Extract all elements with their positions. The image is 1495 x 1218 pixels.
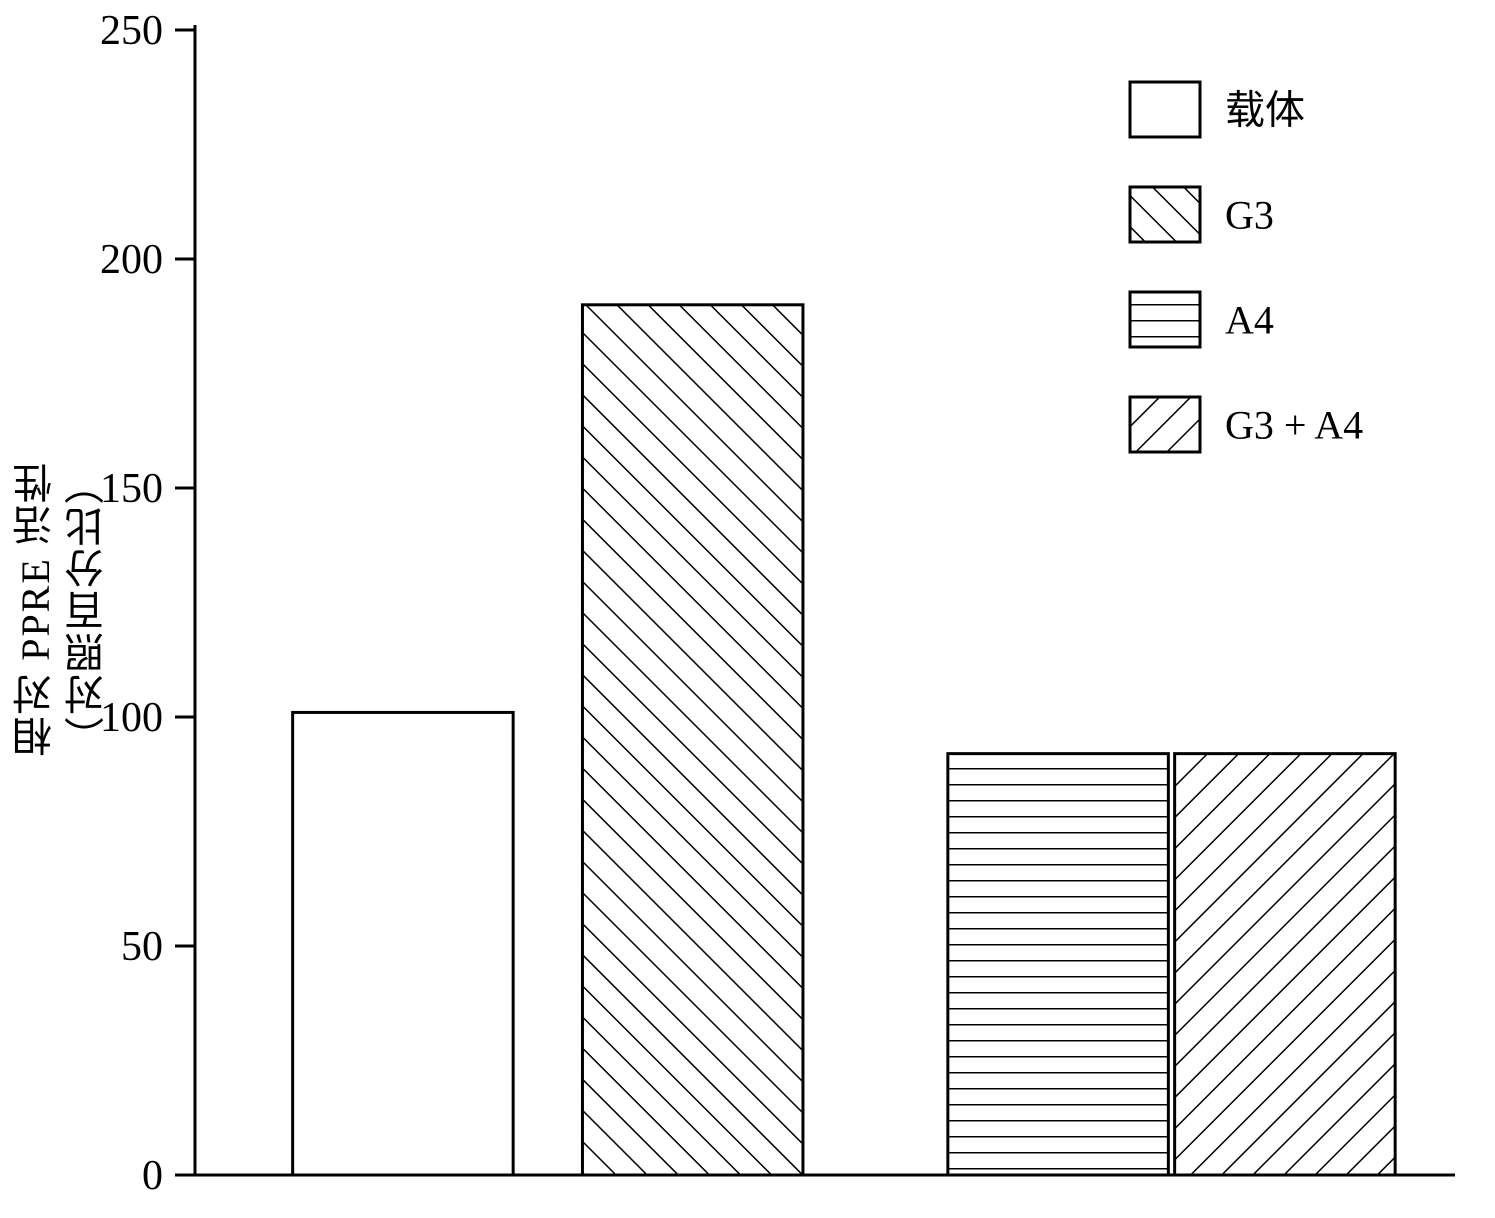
- legend-label: 载体: [1225, 87, 1305, 132]
- legend-label: G3: [1225, 192, 1274, 237]
- bar-a4: [948, 754, 1169, 1175]
- bar-g3: [582, 305, 803, 1175]
- chart-svg: 050100150200250载体G3A4G3 + A4: [0, 0, 1495, 1218]
- legend-label: G3 + A4: [1225, 402, 1363, 447]
- svg-text:200: 200: [100, 237, 163, 283]
- bar-vehicle: [293, 712, 514, 1175]
- legend-swatch: [1130, 187, 1200, 242]
- legend-label: A4: [1225, 297, 1274, 342]
- y-axis-title-line1: 相对 PPRE 活性: [13, 461, 58, 757]
- svg-text:50: 50: [121, 924, 163, 970]
- svg-text:0: 0: [142, 1153, 163, 1199]
- legend-swatch: [1130, 397, 1200, 452]
- y-axis-title: 相对 PPRE 活性 （对照百分比）: [10, 461, 114, 757]
- legend-swatch: [1130, 82, 1200, 137]
- bar-g3a4: [1175, 754, 1396, 1175]
- ppre-bar-chart: 相对 PPRE 活性 （对照百分比） 050100150200250载体G3A4…: [0, 0, 1495, 1218]
- legend-swatch: [1130, 292, 1200, 347]
- svg-text:250: 250: [100, 8, 163, 54]
- y-axis-title-line2: （对照百分比）: [65, 463, 110, 757]
